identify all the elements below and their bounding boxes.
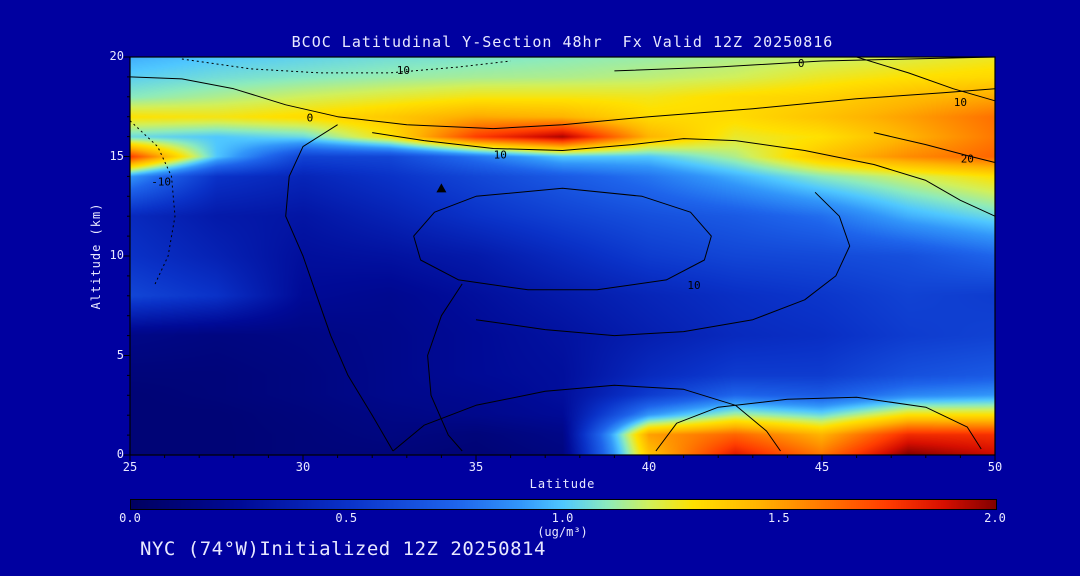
colorbar-tick-label: 1.0 [551, 511, 574, 525]
chart-title: BCOC Latitudinal Y-Section 48hr Fx Valid… [291, 33, 834, 51]
x-tick-label: 30 [295, 460, 311, 474]
x-tick-label: 45 [814, 460, 830, 474]
x-tick-label: 35 [468, 460, 484, 474]
heatmap-canvas [130, 57, 995, 455]
footer-caption: NYC (74°W)Initialized 12Z 20250814 [140, 538, 546, 560]
x-axis-label: Latitude [529, 477, 596, 491]
colorbar-tick-label: 0.0 [119, 511, 141, 525]
x-tick-label: 40 [641, 460, 657, 474]
x-tick-label: 25 [122, 460, 138, 474]
y-tick-label: 10 [109, 248, 124, 262]
y-tick-label: 20 [109, 49, 124, 63]
colorbar-tick-label: 1.5 [767, 511, 790, 525]
colorbar [130, 499, 997, 510]
y-tick-label: 0 [116, 447, 124, 461]
colorbar-tick-label: 2.0 [984, 511, 1006, 525]
colorbar-units-label: (ug/m³) [537, 525, 588, 539]
x-tick-label: 50 [987, 460, 1003, 474]
y-tick-label: 5 [116, 347, 124, 362]
y-tick-label: 15 [109, 148, 124, 163]
colorbar-tick-label: 0.5 [335, 511, 358, 525]
